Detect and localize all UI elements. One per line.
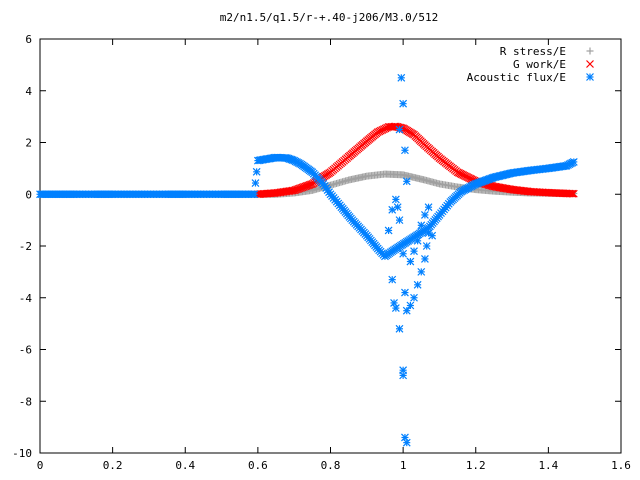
data-point: [291, 185, 300, 194]
data-point: [406, 257, 415, 266]
legend-marker: [586, 60, 594, 68]
data-point: [410, 247, 418, 256]
data-point: [304, 181, 313, 190]
data-point: [569, 189, 578, 198]
data-point: [420, 211, 429, 219]
data-point: [399, 249, 408, 258]
data-point: [293, 185, 301, 194]
data-point: [302, 181, 311, 190]
data-point: [402, 306, 411, 315]
legend-label: Acoustic flux/E: [467, 71, 566, 84]
data-point: [399, 371, 408, 380]
data-point: [288, 186, 297, 195]
y-tick-label: 6: [25, 33, 32, 46]
data-point: [569, 157, 578, 166]
data-point: [305, 180, 314, 189]
data-point: [413, 236, 422, 245]
y-tick-label: -10: [12, 447, 32, 460]
data-point: [251, 179, 260, 187]
y-tick-label: -8: [19, 395, 32, 408]
data-point: [294, 184, 303, 193]
x-tick-label: 0.4: [175, 459, 195, 472]
y-tick-label: -4: [19, 292, 33, 305]
data-point: [428, 231, 437, 240]
data-point: [399, 99, 408, 108]
data-point: [395, 125, 404, 134]
data-point: [417, 221, 426, 230]
data-point: [388, 275, 397, 284]
data-point: [417, 267, 426, 276]
legend-marker: [586, 73, 594, 81]
data-point: [297, 183, 306, 192]
data-point: [422, 242, 431, 250]
plot-frame: [39, 38, 622, 454]
series-2-points: [36, 153, 578, 261]
data-point: [301, 182, 310, 191]
axis-ticks: 0 0.2 0.4 0.6 0.8 1 1.2 1.4 1.6 -10 -8 -6 -4 -2 0 2 4 6: [12, 33, 631, 472]
data-point: [391, 195, 400, 204]
data-point: [388, 205, 397, 214]
chart-title: m2/n1.5/q1.5/r-+.40-j206/M3.0/512: [220, 11, 439, 24]
data-point: [401, 146, 409, 155]
data-point: [290, 186, 299, 195]
legend-label: R stress/E: [500, 45, 566, 58]
data-point: [298, 183, 307, 192]
y-tick-label: 0: [25, 188, 32, 201]
data-point: [395, 216, 404, 225]
y-tick-label: 2: [25, 137, 32, 150]
x-tick-label: 1.6: [611, 459, 631, 472]
data-point: [402, 438, 411, 447]
data-marks: [36, 73, 578, 447]
data-point: [395, 324, 404, 333]
data-point: [424, 203, 433, 212]
legend-marker: [586, 47, 594, 55]
data-point: [390, 299, 398, 307]
legend-label: G work/E: [513, 58, 566, 71]
x-tick-label: 1: [400, 459, 407, 472]
data-point: [568, 189, 577, 198]
data-point: [250, 190, 259, 199]
y-tick-label: 4: [25, 85, 32, 98]
data-point: [391, 304, 400, 313]
x-tick-label: 0.6: [248, 459, 268, 472]
data-point: [300, 182, 308, 191]
data-point: [401, 288, 409, 297]
data-point: [384, 226, 393, 235]
x-tick-label: 0: [37, 459, 44, 472]
data-point: [566, 189, 575, 198]
series-1-points: [253, 122, 578, 199]
x-tick-label: 1.4: [538, 459, 558, 472]
x-tick-label: 1.2: [466, 459, 486, 472]
data-point: [410, 293, 418, 302]
data-point: [401, 433, 409, 442]
data-point: [295, 184, 304, 193]
series-3-points: [384, 73, 437, 447]
y-tick-label: -2: [19, 240, 32, 253]
data-point: [252, 167, 261, 176]
data-point: [397, 73, 406, 82]
data-point: [413, 280, 422, 289]
data-point: [402, 177, 411, 186]
data-point: [406, 301, 415, 310]
x-tick-label: 0.8: [321, 459, 341, 472]
data-point: [420, 255, 429, 263]
y-tick-label: -6: [19, 344, 32, 357]
x-tick-label: 0.2: [103, 459, 123, 472]
